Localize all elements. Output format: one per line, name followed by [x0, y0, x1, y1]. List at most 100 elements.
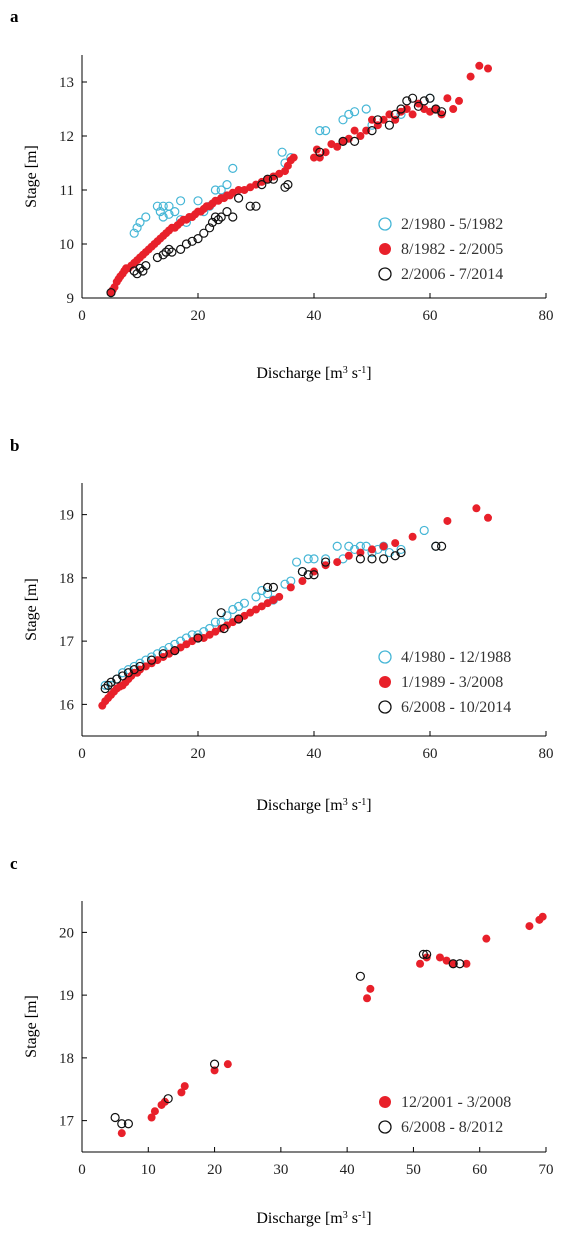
data-point	[449, 105, 458, 113]
data-point	[484, 64, 492, 73]
data-point	[164, 244, 174, 254]
data-point	[210, 617, 220, 627]
legend-marker	[379, 243, 391, 255]
data-point	[315, 147, 325, 157]
data-point	[135, 661, 145, 672]
data-point	[199, 228, 209, 238]
data-point	[425, 93, 435, 103]
data-point	[176, 244, 186, 254]
data-point	[129, 228, 139, 238]
data-point	[216, 608, 226, 618]
data-point	[223, 1060, 232, 1069]
data-point	[158, 649, 168, 659]
data-point	[147, 1113, 156, 1122]
legend-marker	[378, 700, 392, 714]
data-point	[193, 196, 203, 206]
data-point	[251, 201, 261, 211]
data-point	[344, 551, 353, 560]
data-point	[298, 577, 307, 586]
data-point	[163, 1094, 173, 1104]
data-point	[123, 1119, 133, 1129]
data-point	[356, 548, 365, 557]
data-point	[103, 680, 113, 691]
data-point	[158, 250, 168, 260]
legend-marker	[378, 267, 392, 281]
data-point	[292, 557, 302, 567]
x-axis-title: Discharge [m3 s-1]	[256, 1210, 371, 1228]
data-point	[158, 201, 168, 211]
data-point	[205, 223, 215, 233]
y-tick-label: 13	[59, 75, 74, 91]
data-point	[321, 126, 331, 136]
data-point	[373, 115, 383, 125]
legend-label: 2/2006 - 7/2014	[401, 266, 503, 283]
x-tick-label: 0	[78, 308, 86, 324]
data-point	[117, 1119, 127, 1129]
data-point	[147, 655, 157, 665]
data-point	[437, 110, 446, 119]
series-3	[100, 541, 447, 694]
y-tick-label: 17	[59, 634, 75, 650]
data-point	[344, 109, 354, 120]
legend-marker	[379, 1096, 391, 1108]
data-point	[338, 136, 348, 146]
data-point	[181, 239, 191, 249]
data-point	[110, 1112, 120, 1123]
x-tick-label: 60	[472, 1162, 487, 1178]
data-point	[135, 217, 145, 227]
data-point	[176, 196, 186, 206]
legend: 2/1980 - 5/1982 8/1982 - 2/2005 2/2006 - 7…	[378, 216, 503, 283]
x-tick-label: 10	[141, 1162, 156, 1178]
data-point	[538, 912, 547, 921]
data-point	[350, 126, 359, 135]
data-point	[207, 217, 218, 227]
data-point	[310, 153, 318, 162]
legend-marker	[378, 1120, 392, 1134]
y-tick-label: 18	[59, 1051, 74, 1067]
data-point	[396, 544, 406, 555]
data-point	[234, 614, 244, 624]
data-point	[350, 136, 360, 146]
data-point	[443, 94, 452, 103]
x-tick-label: 70	[539, 1162, 554, 1178]
data-point	[355, 971, 365, 981]
x-tick-label: 60	[423, 746, 438, 762]
panel-a: a 0 20 40 60 80 9 10 11 12 13 Stage [m] Discharge [m…	[10, 7, 554, 382]
legend-label: 12/2001 - 3/2008	[401, 1094, 511, 1111]
data-point	[443, 516, 452, 525]
data-point	[277, 147, 287, 157]
data-point	[361, 104, 371, 114]
data-point	[408, 532, 417, 541]
data-point	[222, 207, 232, 217]
data-point	[222, 180, 232, 190]
x-tick-label: 20	[191, 746, 206, 762]
data-point	[431, 104, 441, 114]
data-point	[437, 107, 447, 117]
data-point	[396, 104, 406, 114]
data-point	[408, 110, 417, 119]
legend-label: 6/2008 - 10/2014	[401, 699, 511, 716]
data-point	[129, 266, 139, 276]
data-point	[132, 223, 142, 233]
y-tick-label: 12	[59, 129, 74, 145]
y-tick-label: 16	[59, 697, 75, 713]
y-axis-title: Stage [m]	[23, 578, 40, 641]
data-point	[466, 72, 475, 81]
data-point	[286, 583, 295, 592]
data-point	[210, 1066, 219, 1075]
x-tick-label: 40	[307, 746, 322, 762]
data-point	[257, 180, 267, 190]
data-point	[100, 683, 110, 694]
data-point	[525, 922, 534, 931]
panel-letter: c	[10, 854, 18, 873]
data-point	[379, 542, 388, 551]
y-tick-label: 19	[59, 508, 74, 524]
legend-label: 2/1980 - 5/1982	[401, 216, 503, 233]
data-point	[366, 984, 375, 993]
legend-label: 6/2008 - 8/2012	[401, 1119, 503, 1136]
legend-marker	[378, 217, 392, 231]
data-point	[303, 570, 313, 580]
data-point	[152, 252, 162, 263]
series-1	[117, 912, 547, 1138]
